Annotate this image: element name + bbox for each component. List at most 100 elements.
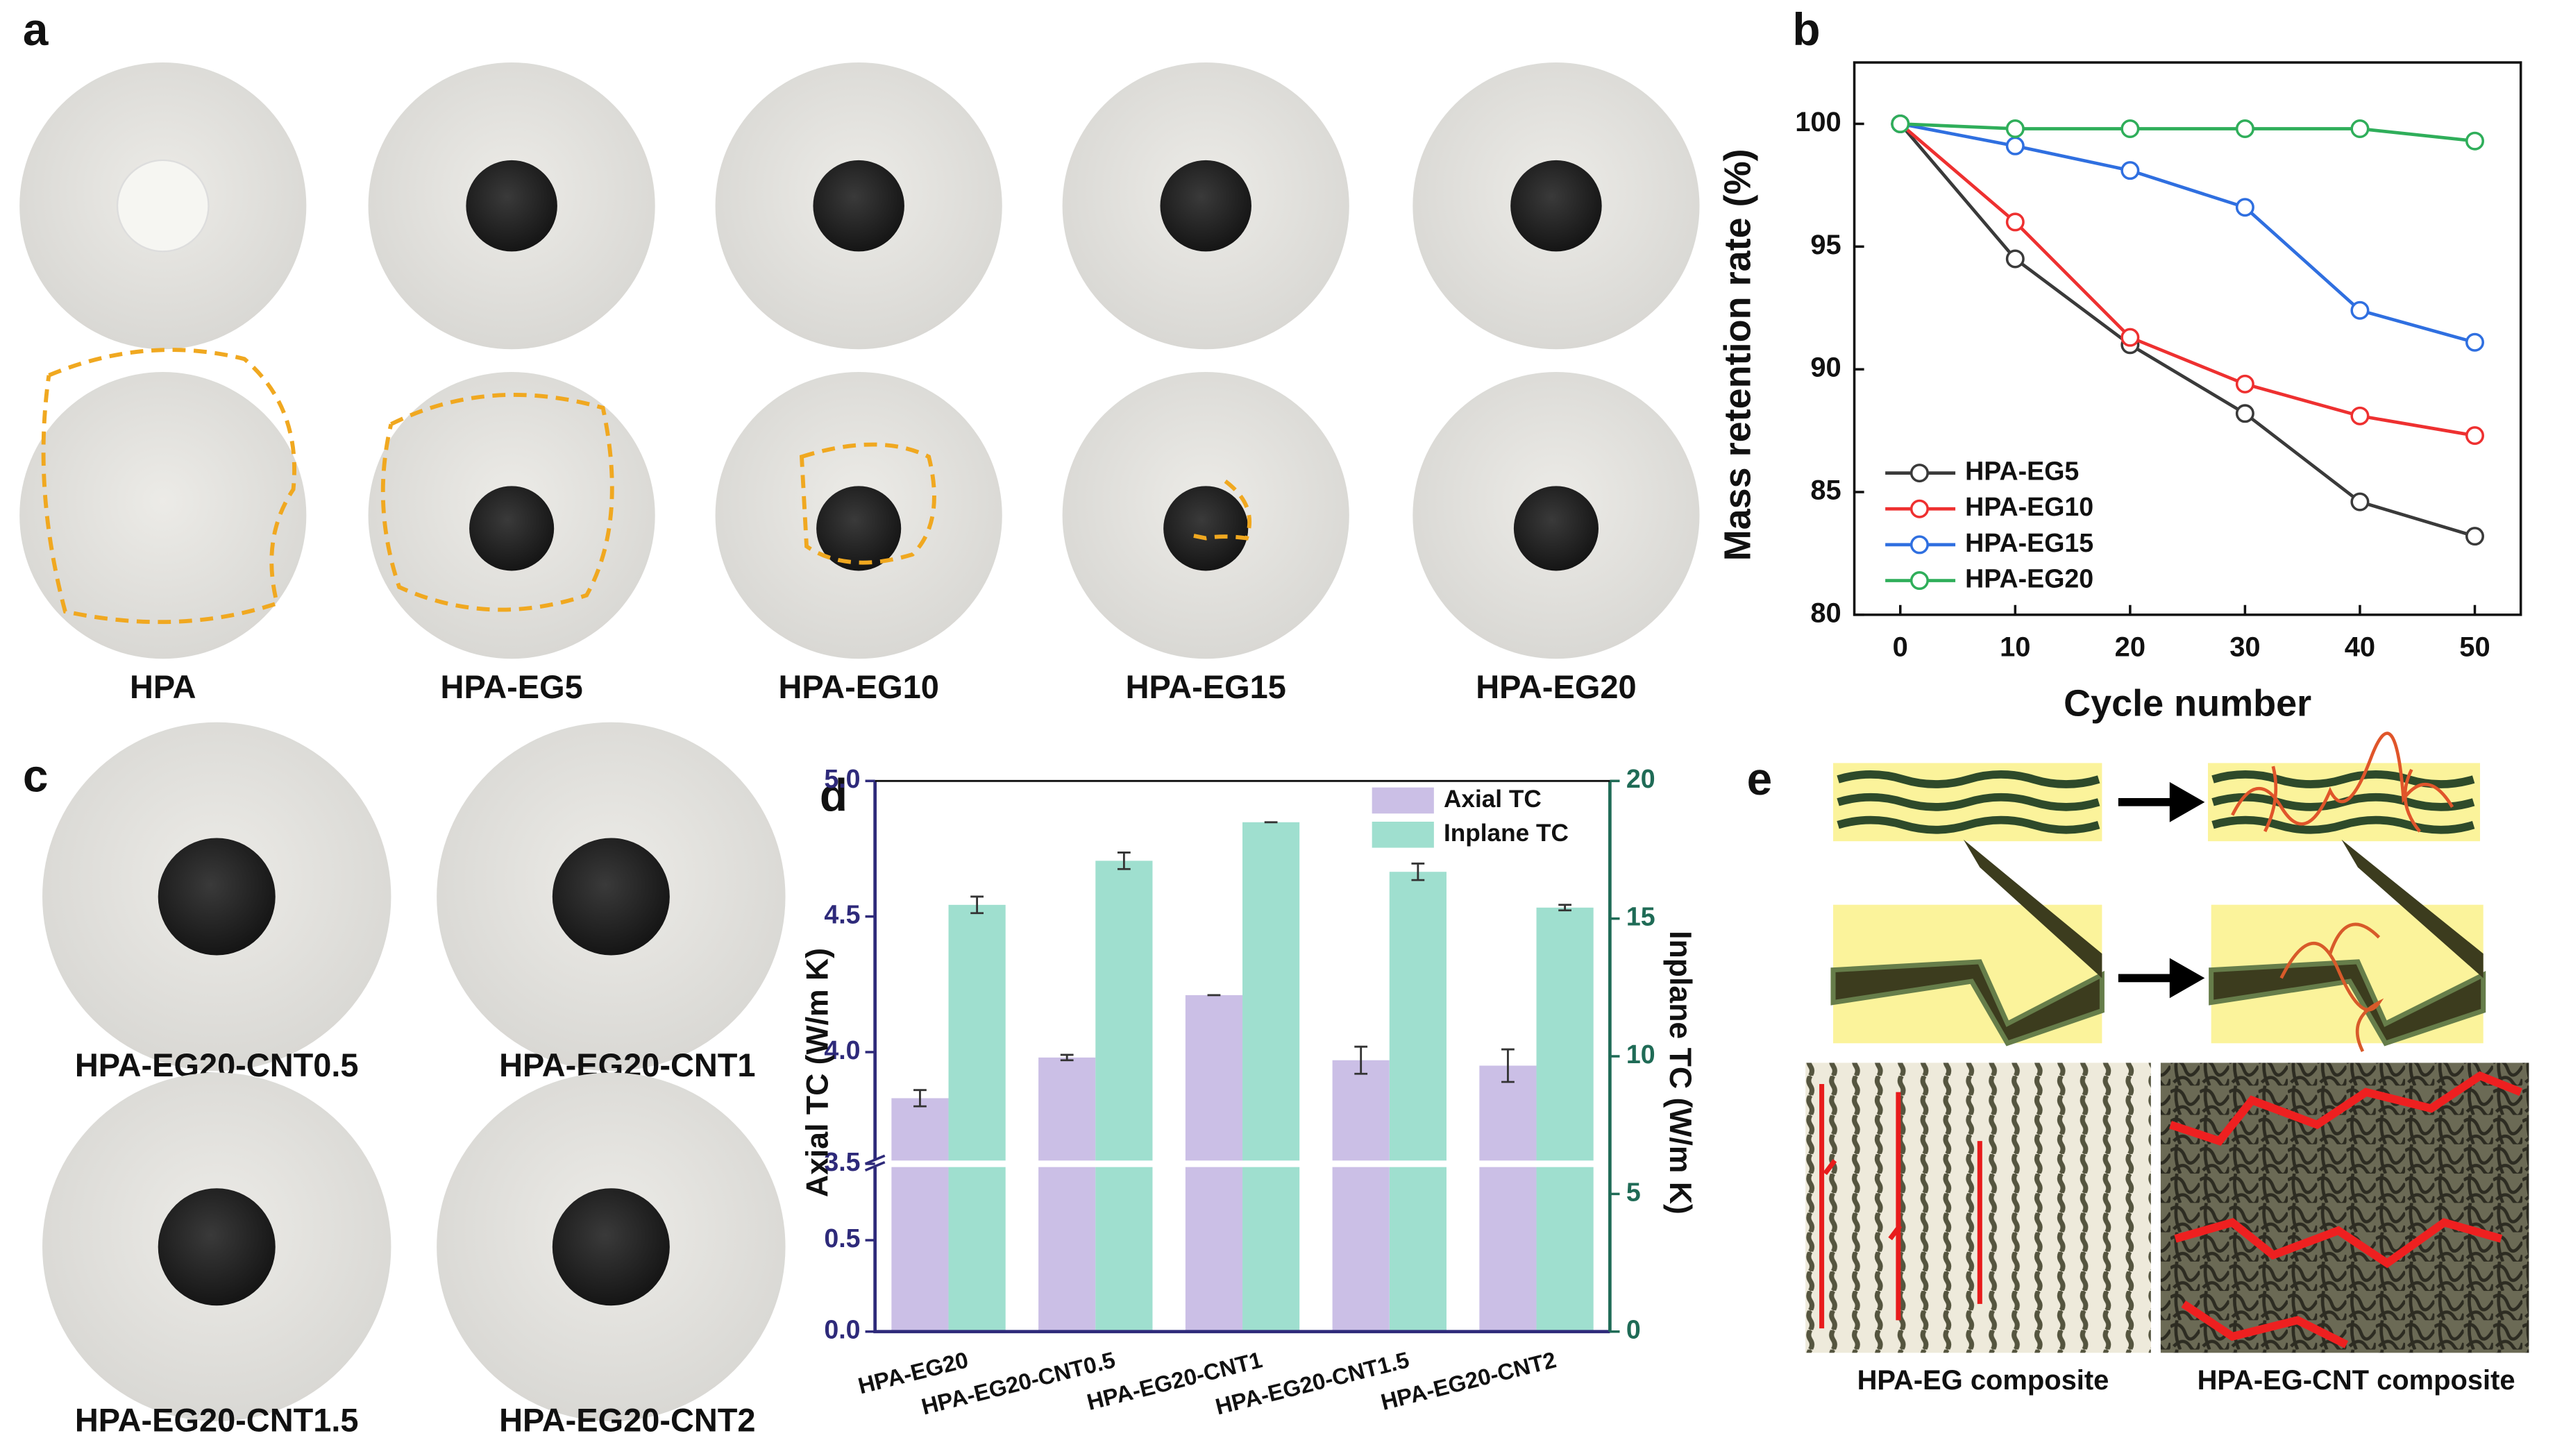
error-bar bbox=[970, 895, 984, 915]
data-point bbox=[2350, 119, 2370, 139]
axis-break bbox=[871, 1160, 1614, 1167]
y-tick-label: 5.0 bbox=[824, 764, 860, 793]
bar bbox=[1038, 1057, 1096, 1332]
sample-disk bbox=[552, 838, 670, 956]
x-tick-label: 50 bbox=[2459, 632, 2490, 663]
data-point bbox=[2120, 328, 2140, 347]
schematic bbox=[1805, 731, 2529, 1353]
sample-disk bbox=[813, 160, 904, 252]
data-point bbox=[1891, 114, 1910, 133]
bar bbox=[1536, 907, 1594, 1332]
y-axis-label: Axial TC (W/m K) bbox=[801, 948, 835, 1197]
cnt-lines bbox=[2279, 922, 2384, 1053]
data-point bbox=[2350, 300, 2370, 320]
data-point bbox=[2235, 198, 2254, 217]
legend-swatch bbox=[1372, 821, 1434, 848]
series-line bbox=[1898, 122, 2476, 538]
heat-path bbox=[1819, 1083, 1982, 1329]
y-tick-label: 80 bbox=[1810, 598, 1841, 628]
error-bar bbox=[1060, 1053, 1074, 1062]
x-tick-label: 0 bbox=[1893, 632, 1908, 663]
y-tick-label: 4.5 bbox=[824, 900, 860, 929]
y-tick-label: 95 bbox=[1810, 230, 1841, 260]
data-point bbox=[2120, 119, 2140, 139]
y2-tick-label: 10 bbox=[1626, 1040, 1655, 1069]
y-axis-label: Mass retention rate (%) bbox=[1717, 149, 1758, 561]
data-point bbox=[2350, 492, 2370, 511]
legend-label: Inplane TC bbox=[1444, 820, 1569, 847]
sample-disk bbox=[552, 1188, 670, 1306]
series-line bbox=[1900, 122, 2476, 344]
sample-disk bbox=[116, 159, 210, 253]
sample-label: HPA-EG20-CNT1.5 bbox=[75, 1402, 359, 1439]
schematic-label: HPA-EG-CNT composite bbox=[2198, 1365, 2515, 1396]
sample-disk bbox=[816, 486, 902, 571]
melt-outline bbox=[799, 442, 936, 565]
sample-label: HPA-EG20 bbox=[1476, 668, 1636, 705]
error-bar bbox=[913, 1089, 927, 1108]
legend-label: HPA-EG20 bbox=[1965, 564, 2093, 593]
sample-disk bbox=[1160, 160, 1251, 252]
error-bar bbox=[1501, 1048, 1515, 1083]
schematic-label: HPA-EG composite bbox=[1857, 1365, 2109, 1396]
bar bbox=[948, 904, 1006, 1332]
sample-label: HPA-EG10 bbox=[779, 668, 939, 705]
y-tick-label: 3.5 bbox=[824, 1147, 860, 1176]
y2-tick-label: 15 bbox=[1626, 902, 1655, 931]
sample-label: HPA bbox=[130, 668, 196, 705]
x-tick-label: 40 bbox=[2345, 632, 2375, 663]
plot-frame bbox=[1853, 61, 2522, 616]
error-bar bbox=[1354, 1045, 1368, 1075]
data-point bbox=[2005, 249, 2025, 269]
y2-tick-label: 20 bbox=[1626, 764, 1655, 793]
legend-marker bbox=[1909, 535, 1929, 555]
data-point bbox=[2465, 426, 2484, 446]
bar bbox=[1332, 1060, 1390, 1332]
legend-label: HPA-EG5 bbox=[1965, 457, 2079, 486]
x-tick-label: 30 bbox=[2229, 632, 2260, 663]
sample-photo bbox=[19, 372, 307, 659]
legend-label: Axial TC bbox=[1444, 786, 1542, 813]
y-tick-label: 0.5 bbox=[824, 1224, 860, 1253]
series-line bbox=[1899, 122, 2475, 437]
x-tick-label: 10 bbox=[2000, 632, 2030, 663]
heat-path bbox=[2169, 1071, 2522, 1348]
eg-layers bbox=[1837, 770, 2100, 834]
bar bbox=[891, 1098, 949, 1332]
legend-marker bbox=[1909, 464, 1929, 483]
sample-label: HPA-EG20-CNT2 bbox=[499, 1402, 755, 1439]
error-bar bbox=[1117, 852, 1131, 870]
error-bar bbox=[1411, 862, 1425, 881]
sample-disk bbox=[158, 838, 276, 956]
eg-wedge bbox=[1963, 839, 2102, 979]
sample-label: HPA-EG5 bbox=[441, 668, 583, 705]
bar bbox=[1242, 822, 1300, 1332]
eg-wedge bbox=[1830, 959, 2105, 1047]
error-bar bbox=[1558, 904, 1572, 912]
melt-outline bbox=[380, 393, 614, 612]
y2-tick-label: 5 bbox=[1626, 1177, 1641, 1206]
sample-disk bbox=[1163, 486, 1249, 571]
legend-marker bbox=[1909, 499, 1929, 518]
x-tick-label: 20 bbox=[2115, 632, 2145, 663]
x-axis-label: Cycle number bbox=[2064, 683, 2311, 725]
eg-wedge bbox=[2209, 959, 2486, 1047]
legend-marker bbox=[1909, 571, 1929, 591]
sample-disk bbox=[469, 486, 555, 571]
bar bbox=[1095, 861, 1153, 1332]
data-point bbox=[2465, 332, 2484, 352]
sample-label: HPA-EG15 bbox=[1126, 668, 1286, 705]
y-tick-label: 0.0 bbox=[824, 1315, 860, 1344]
series-line bbox=[1900, 122, 2475, 143]
data-point bbox=[2120, 161, 2140, 180]
y2-tick-label: 0 bbox=[1626, 1315, 1641, 1344]
y-tick-label: 4.0 bbox=[824, 1035, 860, 1065]
data-point bbox=[2005, 212, 2025, 232]
arrow bbox=[2118, 958, 2205, 999]
legend-label: HPA-EG15 bbox=[1965, 528, 2093, 557]
bar bbox=[1479, 1065, 1537, 1332]
data-point bbox=[2235, 404, 2254, 423]
sample-disk bbox=[1510, 160, 1602, 252]
